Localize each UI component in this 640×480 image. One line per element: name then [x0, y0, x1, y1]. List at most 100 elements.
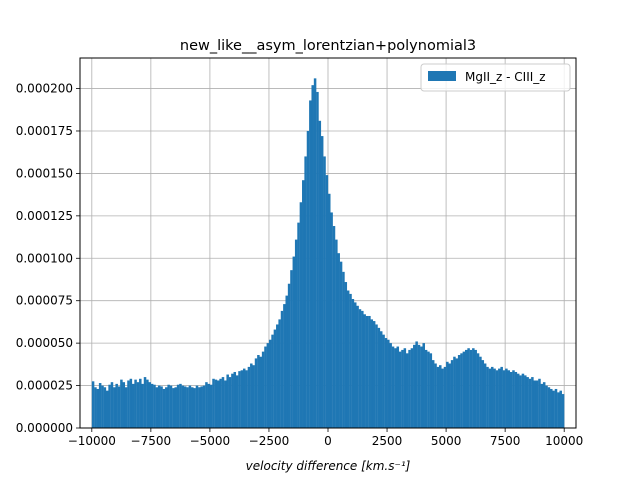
histogram-bar	[313, 78, 317, 428]
histogram-bar	[273, 329, 277, 428]
histogram-bar	[431, 360, 435, 428]
histogram-bar	[247, 366, 251, 428]
histogram-bar	[129, 378, 133, 428]
histogram-bar	[191, 387, 194, 428]
histogram-bar	[113, 387, 116, 428]
histogram-bar	[495, 370, 499, 428]
histogram-bar	[141, 383, 144, 428]
histogram-bar	[552, 390, 555, 428]
histogram-bar	[198, 387, 201, 428]
y-tick-label: 0.000175	[16, 124, 73, 138]
histogram-bar	[323, 156, 326, 428]
y-tick-label: 0.000025	[16, 379, 73, 393]
histogram-bar	[533, 380, 536, 428]
histogram-bar	[153, 384, 156, 428]
y-tick-label: 0.000000	[16, 421, 73, 435]
x-axis-label: velocity difference [km.s⁻¹]	[246, 459, 411, 473]
x-tick-label: 10000	[545, 434, 583, 448]
y-tick-label: 0.000150	[16, 166, 73, 180]
x-tick-label: −2500	[249, 434, 290, 448]
histogram-bar	[219, 378, 222, 428]
histogram-bar	[356, 305, 359, 428]
y-axis: 0.000000 0.000025 0.000050 0.000075 0.000100…	[16, 82, 80, 435]
histogram-bar	[214, 379, 218, 428]
histogram-bar	[398, 351, 402, 428]
histogram-bar	[434, 363, 437, 428]
histogram-bar	[280, 310, 284, 428]
histogram-bar	[516, 373, 520, 428]
histogram-bar	[183, 386, 187, 428]
x-tick-label: 7500	[490, 434, 521, 448]
histogram-bar	[316, 91, 319, 429]
x-tick-label: 5000	[431, 434, 462, 448]
y-tick-label: 0.000075	[16, 294, 73, 308]
histogram-bar	[131, 383, 135, 428]
histogram-bar	[488, 368, 492, 428]
histogram-bar	[389, 343, 392, 428]
histogram-bar	[507, 370, 511, 428]
histogram-bar	[165, 387, 168, 428]
histogram-bar	[436, 366, 440, 428]
histogram-bar	[169, 385, 173, 428]
histogram-bar	[266, 343, 270, 428]
histogram-bar	[502, 370, 506, 428]
histogram-bar	[370, 319, 374, 428]
histogram-bar	[387, 339, 390, 428]
histogram-bar	[531, 377, 534, 428]
x-tick-label: −7500	[131, 434, 172, 448]
histogram-bar	[498, 368, 501, 428]
histogram-bar	[500, 366, 503, 428]
histogram-bar	[103, 387, 107, 428]
y-tick-label: 0.000200	[16, 82, 73, 96]
histogram-bar	[542, 382, 546, 428]
histogram-bar	[150, 383, 154, 428]
histogram-bar	[231, 373, 234, 428]
histogram-bar	[302, 180, 305, 428]
histogram-bars	[91, 78, 565, 429]
histogram-bar	[207, 383, 211, 428]
legend-frame	[420, 63, 571, 92]
histogram-bar	[127, 380, 130, 428]
histogram-bar	[209, 384, 213, 428]
histogram-bar	[505, 368, 508, 428]
histogram-bar	[361, 310, 364, 428]
histogram-bar	[450, 360, 454, 428]
histogram-bar	[174, 387, 177, 428]
histogram-bar	[200, 386, 203, 428]
histogram-bar	[335, 239, 338, 428]
histogram-bar	[464, 349, 468, 428]
histogram-bar	[441, 368, 444, 428]
histogram-bar	[519, 375, 522, 428]
histogram-bar	[405, 353, 409, 428]
histogram-bar	[493, 368, 496, 428]
histogram-bar	[124, 387, 128, 428]
histogram-bar	[479, 356, 482, 428]
histogram-bar	[122, 382, 126, 428]
histogram-bar	[481, 360, 485, 428]
histogram-bar	[457, 355, 461, 428]
histogram-bar	[172, 388, 175, 428]
histogram-bar	[259, 356, 263, 428]
histogram-bar	[474, 349, 477, 428]
histogram-bar	[221, 377, 225, 428]
histogram-bar	[410, 348, 414, 428]
histogram-bar	[427, 351, 430, 428]
histogram-bar	[375, 324, 378, 428]
histogram-bar	[139, 378, 142, 428]
histogram-bar	[271, 334, 274, 428]
histogram-bar	[339, 261, 343, 428]
histogram-bar	[554, 388, 558, 428]
histogram-bar	[181, 385, 185, 428]
histogram-bar	[509, 371, 513, 428]
histogram-bar	[547, 387, 551, 428]
histogram-bar	[550, 388, 553, 428]
histogram-bar	[226, 374, 229, 428]
histogram-bar	[396, 346, 400, 428]
histogram-bar	[377, 327, 381, 428]
histogram-bar	[521, 373, 525, 428]
histogram-bar	[325, 175, 329, 428]
histogram-bar	[365, 315, 369, 428]
histogram-bar	[337, 253, 340, 428]
histogram-bar	[160, 386, 163, 428]
histogram-bar	[344, 282, 348, 428]
